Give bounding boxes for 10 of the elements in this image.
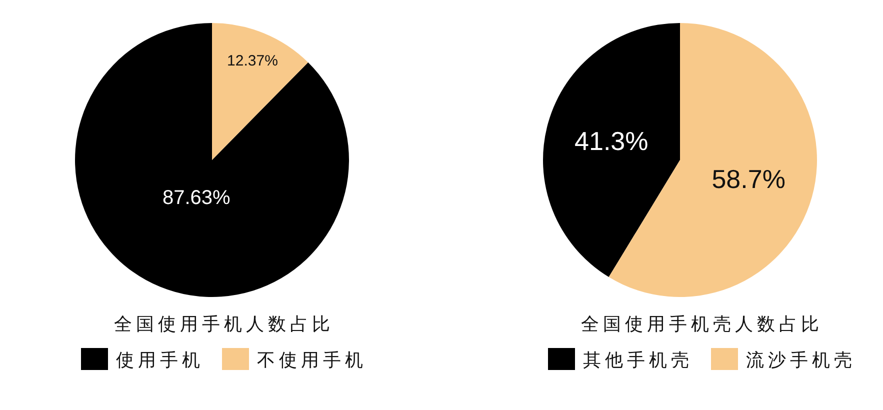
text: 全国使用手机人数占比	[114, 314, 334, 334]
text: 全国使用手机壳人数占比	[581, 314, 823, 334]
data-label: 41.3%	[574, 126, 648, 156]
data-label: 87.63%	[162, 187, 231, 210]
legend-label: 使用手机	[116, 350, 204, 370]
legend-label: 其他手机壳	[583, 350, 693, 370]
legend-label: 不使用手机	[257, 350, 367, 370]
data-label: 58.7%	[712, 164, 786, 194]
legend-label: 流沙手机壳	[746, 350, 856, 370]
data-label: 12.37%	[227, 52, 278, 70]
